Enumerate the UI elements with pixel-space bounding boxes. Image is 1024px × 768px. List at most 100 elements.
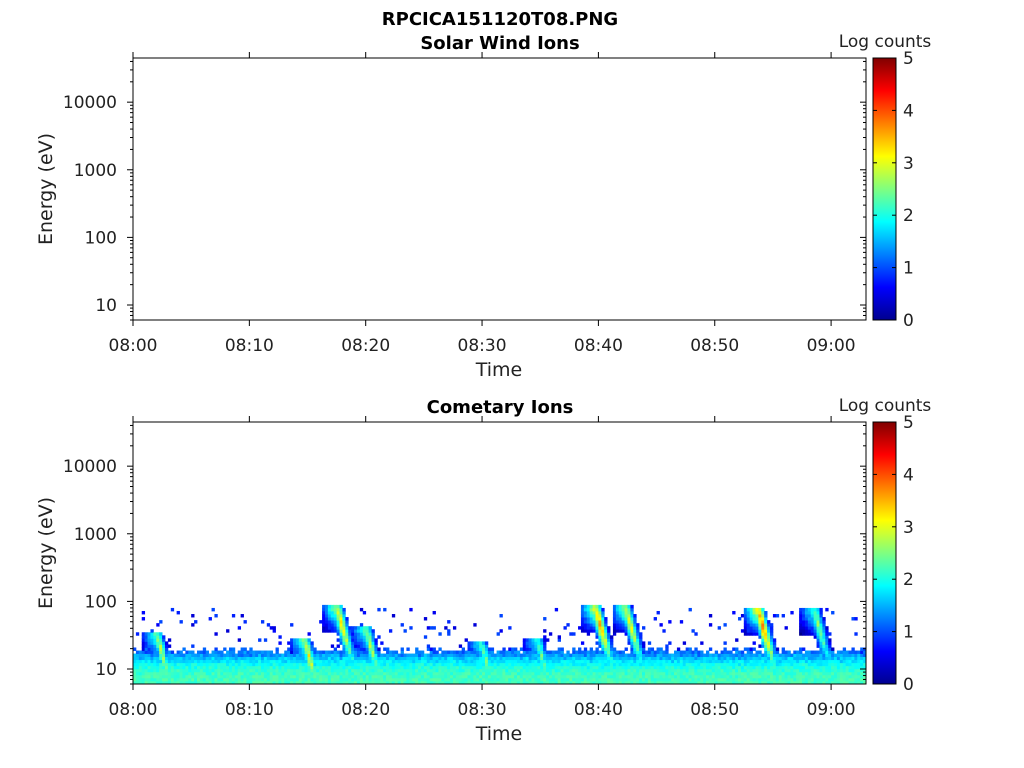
spectrogram-cell	[144, 638, 148, 642]
spectrogram-cell	[429, 650, 433, 654]
spectrogram-cell	[592, 677, 596, 682]
spectrogram-cell	[784, 650, 788, 654]
spectrogram-cell	[223, 653, 227, 658]
spectrogram-cell	[327, 680, 332, 684]
spectrogram-cell	[292, 656, 297, 661]
spectrogram-cell	[234, 659, 239, 664]
spectrogram-cell	[159, 635, 163, 639]
spectrogram-cell	[569, 674, 573, 679]
spectrogram-cell	[630, 674, 634, 679]
spectrogram-cell	[211, 677, 215, 682]
spectrogram-cell	[176, 610, 180, 615]
spectrogram-cell	[519, 659, 524, 664]
spectrogram-cell	[743, 665, 748, 670]
spectrogram-cell	[633, 629, 637, 633]
y-tick-label: 10000	[63, 93, 117, 113]
spectrogram-cell	[842, 680, 847, 684]
spectrogram-cell	[330, 644, 335, 648]
axes-frame	[132, 57, 867, 321]
spectrogram-cell	[330, 677, 335, 682]
spectrogram-cell	[787, 659, 791, 664]
spectrogram-cell	[522, 668, 527, 673]
spectrogram-cell	[799, 680, 803, 684]
spectrogram-cell	[290, 656, 294, 661]
spectrogram-cell	[787, 650, 791, 654]
spectrogram-cell	[380, 656, 384, 661]
spectrogram-cell	[764, 668, 768, 673]
spectrogram-cell	[697, 659, 701, 664]
spectrogram-cell	[691, 674, 695, 679]
spectrogram-cell	[543, 656, 547, 661]
spectrogram-cell	[627, 653, 631, 658]
spectrogram-cell	[202, 674, 207, 679]
spectrogram-cell	[711, 656, 716, 661]
spectrogram-cell	[583, 629, 588, 633]
spectrogram-cell	[202, 665, 207, 670]
spectrogram-cell	[595, 614, 599, 618]
spectrogram-cell	[211, 650, 215, 654]
spectrogram-cell	[586, 607, 591, 612]
spectrogram-cell	[761, 629, 765, 633]
spectrogram-cell	[196, 659, 201, 664]
spectrogram-cell	[144, 671, 148, 676]
spectrogram-cell	[133, 659, 137, 664]
spectrogram-cell	[426, 665, 431, 670]
spectrogram-cell	[580, 604, 585, 609]
spectrogram-cell	[752, 614, 756, 618]
spectrogram-cell	[429, 680, 433, 684]
spectrogram-cell	[301, 653, 306, 658]
spectrogram-cell	[322, 604, 326, 609]
spectrogram-cell	[563, 668, 567, 673]
spectrogram-cell	[764, 647, 768, 651]
spectrogram-cell	[761, 638, 765, 642]
spectrogram-cell	[851, 647, 855, 651]
spectrogram-cell	[418, 650, 422, 654]
spectrogram-cell	[386, 665, 390, 670]
spectrogram-cell	[133, 677, 137, 682]
spectrogram-cell	[822, 677, 826, 682]
spectrogram-cell	[804, 653, 809, 658]
spectrogram-cell	[482, 653, 486, 658]
spectrogram-cell	[339, 638, 343, 642]
spectrogram-cell	[162, 638, 166, 642]
spectrogram-cell	[228, 671, 233, 676]
spectrogram-cell	[435, 674, 439, 679]
spectrogram-cell	[147, 644, 151, 648]
spectrogram-cell	[144, 650, 148, 654]
spectrogram-cell	[275, 671, 279, 676]
spectrogram-cell	[444, 659, 448, 664]
spectrogram-cell	[368, 650, 372, 654]
spectrogram-cell	[537, 668, 541, 673]
spectrogram-cell	[595, 607, 599, 612]
spectrogram-cell	[842, 659, 847, 664]
spectrogram-cell	[516, 656, 521, 661]
spectrogram-cell	[511, 677, 515, 682]
spectrogram-cell	[316, 659, 320, 664]
spectrogram-cell	[406, 677, 410, 682]
spectrogram-cell	[615, 659, 620, 664]
spectrogram-cell	[537, 647, 541, 651]
spectrogram-cell	[560, 647, 564, 651]
spectrogram-cell	[537, 650, 541, 654]
spectrogram-cell	[307, 662, 311, 667]
spectrogram-cell	[528, 674, 532, 679]
spectrogram-cell	[487, 653, 492, 658]
spectrogram-cell	[537, 671, 541, 676]
spectrogram-cell	[863, 668, 866, 673]
spectrogram-cell	[383, 665, 387, 670]
spectrogram-cell	[464, 656, 468, 661]
spectrogram-cell	[339, 662, 343, 667]
spectrogram-cell	[473, 647, 477, 651]
spectrogram-cell	[249, 671, 253, 676]
spectrogram-cell	[313, 647, 317, 651]
spectrogram-cell	[851, 677, 855, 682]
spectrogram-cell	[330, 607, 335, 612]
spectrogram-cell	[336, 610, 340, 615]
spectrogram-cell	[342, 623, 346, 627]
spectrogram-cell	[455, 659, 460, 664]
spectrogram-cell	[476, 656, 480, 661]
spectrogram-cell	[834, 662, 838, 667]
spectrogram-cell	[761, 659, 765, 664]
spectrogram-cell	[301, 662, 306, 667]
spectrogram-cell	[563, 653, 567, 658]
